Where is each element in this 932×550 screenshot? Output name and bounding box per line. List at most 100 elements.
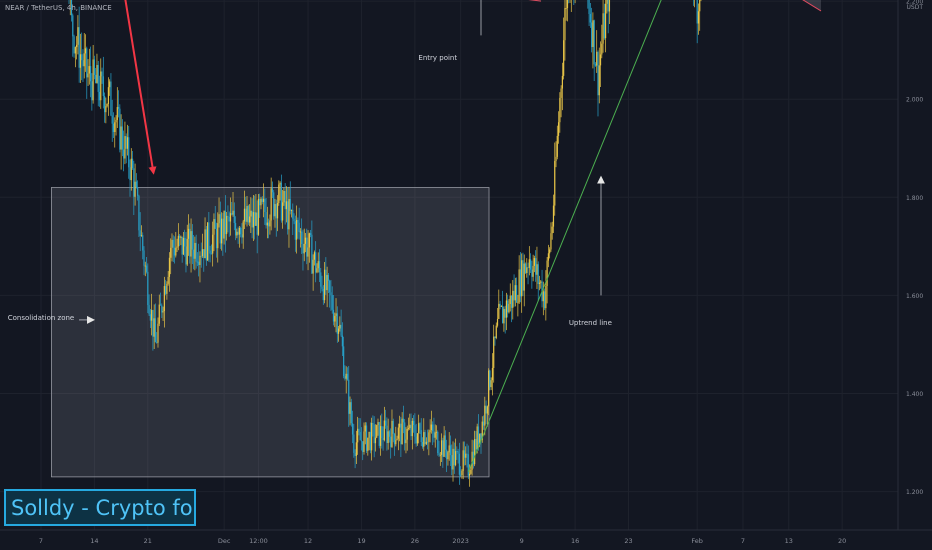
candle-body	[254, 212, 256, 226]
candle-body	[179, 235, 181, 238]
candle-body	[293, 218, 295, 222]
candle-body	[552, 205, 555, 227]
candle-body	[306, 237, 308, 257]
candle-body	[476, 426, 478, 450]
x-tick-label-3: Dec	[218, 537, 231, 545]
y-tick-label-2: 1.600	[906, 293, 923, 300]
candle-body	[382, 437, 384, 441]
candle-body	[481, 421, 483, 440]
candle-body	[452, 448, 454, 470]
candle-body	[359, 432, 361, 441]
candle-body	[337, 328, 340, 334]
candle-body	[156, 342, 158, 343]
candle-body	[323, 269, 326, 301]
candle-body	[379, 426, 382, 446]
candle-body	[290, 209, 293, 211]
candle-body	[360, 440, 363, 442]
x-tick-label-0: 7	[39, 537, 43, 545]
candle-body	[242, 221, 244, 238]
candle-body	[93, 59, 96, 75]
candle-body	[327, 275, 329, 281]
axis-currency: USDT	[906, 4, 924, 11]
candle-body	[256, 212, 258, 235]
candle-body	[79, 54, 82, 68]
candle-body	[301, 231, 303, 245]
candle-body	[299, 231, 302, 233]
candle-body	[563, 40, 565, 76]
candle-body	[246, 205, 248, 222]
candle-body	[439, 454, 441, 456]
candle-body	[419, 423, 421, 431]
candle-body	[451, 455, 453, 470]
candle-body	[200, 255, 202, 257]
candle-body	[139, 230, 141, 236]
candle-body	[163, 286, 165, 312]
candle-body	[252, 212, 254, 228]
candle-body	[110, 81, 112, 116]
candle-body	[348, 379, 350, 414]
candle-body	[482, 421, 485, 426]
candle-body	[453, 448, 455, 466]
candle-body	[125, 136, 127, 149]
candle-body	[190, 231, 192, 257]
candle-body	[387, 431, 389, 444]
candle-body	[354, 452, 356, 456]
candle-body	[390, 436, 392, 447]
candle-body	[545, 285, 547, 309]
x-tick-label-15: 20	[838, 537, 846, 545]
x-tick-label-7: 26	[411, 537, 419, 545]
candle-body	[145, 265, 148, 272]
candle-body	[83, 53, 85, 67]
candle-body	[119, 108, 121, 150]
x-tick-label-13: 7	[741, 537, 745, 545]
candle-body	[198, 261, 200, 265]
candle-body	[404, 422, 406, 444]
candle-body	[76, 44, 78, 48]
candle-body	[292, 209, 294, 219]
candle-body	[355, 442, 357, 456]
candle-body	[372, 422, 374, 425]
candle-body	[120, 126, 122, 150]
candle-body	[173, 247, 176, 256]
candle-body	[274, 204, 276, 217]
x-tick-label-4: 12:00	[249, 537, 268, 545]
candle-body	[466, 453, 468, 455]
candle-body	[142, 235, 144, 251]
candle-body	[557, 122, 560, 136]
candle-body	[432, 424, 434, 432]
candle-body	[280, 182, 282, 221]
candle-body	[170, 247, 172, 258]
x-tick-label-2: 21	[144, 537, 152, 545]
candle-body	[472, 451, 474, 465]
candle-body	[184, 237, 186, 247]
candle-body	[362, 441, 364, 452]
candle-body	[73, 36, 75, 54]
candle-body	[245, 208, 247, 222]
candle-body	[393, 433, 396, 445]
candle-body	[343, 346, 345, 377]
candle-body	[287, 201, 289, 230]
candle-body	[128, 137, 130, 168]
candle-body	[172, 239, 174, 248]
candle-body	[493, 336, 495, 368]
candle-body	[273, 192, 275, 217]
candle-body	[262, 198, 265, 202]
candle-body	[167, 276, 169, 284]
candle-body	[148, 305, 150, 315]
y-tick-label-4: 2.000	[906, 97, 923, 104]
candle-body	[95, 74, 97, 83]
candle-body	[157, 323, 159, 343]
candle-body	[446, 449, 448, 460]
candle-body	[421, 442, 424, 447]
candle-body	[351, 423, 354, 435]
candle-body	[399, 423, 401, 428]
candle-body	[247, 205, 249, 223]
candle-body	[456, 451, 458, 452]
candle-body	[144, 265, 146, 267]
candle-body	[279, 182, 281, 185]
candle-body	[350, 402, 352, 424]
candle-body	[107, 87, 109, 104]
candle-body	[241, 234, 243, 238]
